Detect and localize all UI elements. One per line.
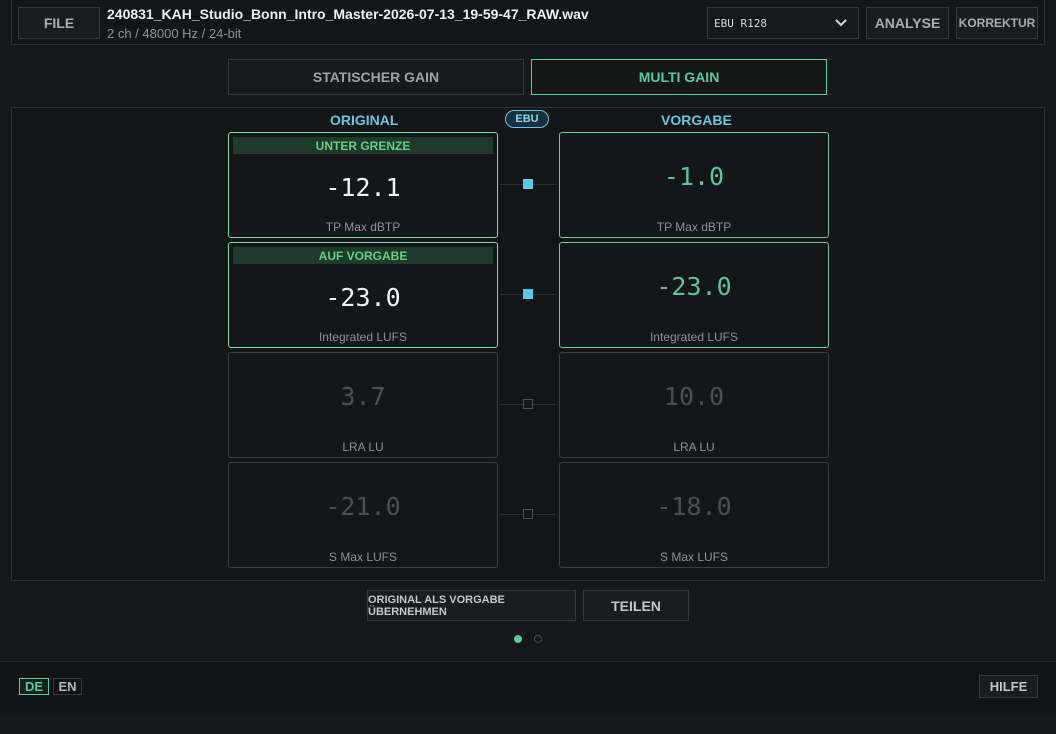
target-card-lra[interactable]: 10.0 LRA LU: [559, 352, 829, 458]
target-value[interactable]: -23.0: [656, 272, 732, 301]
original-card-lra[interactable]: 3.7 LRA LU: [228, 352, 498, 458]
link-toggle-integrated[interactable]: [523, 289, 533, 299]
original-value: -21.0: [325, 492, 401, 521]
metric-label: LRA LU: [673, 440, 715, 454]
original-value: -23.0: [325, 283, 401, 312]
original-value: -12.1: [325, 173, 401, 202]
chevron-down-icon: [835, 19, 847, 27]
tab-multi-gain[interactable]: MULTI GAIN: [531, 59, 827, 95]
share-button[interactable]: TEILEN: [583, 590, 689, 621]
analyse-button[interactable]: ANALYSE: [866, 7, 949, 39]
target-value[interactable]: -1.0: [663, 162, 725, 191]
adopt-original-button[interactable]: ORIGINAL ALS VORGABE ÜBERNEHMEN: [367, 590, 576, 621]
original-card-tp-max[interactable]: UNTER GRENZE -12.1 TP Max dBTP: [228, 132, 498, 238]
target-column-heading: VORGABE: [661, 112, 732, 128]
metric-label: Integrated LUFS: [649, 330, 739, 344]
tab-statischer-gain[interactable]: STATISCHER GAIN: [228, 59, 524, 95]
target-value[interactable]: 10.0: [663, 382, 725, 411]
help-button[interactable]: HILFE: [979, 675, 1038, 698]
metric-label: Integrated LUFS: [318, 330, 408, 344]
preset-select[interactable]: EBU R128: [707, 7, 859, 39]
original-column-heading: ORIGINAL: [330, 112, 399, 128]
target-card-tp-max[interactable]: -1.0 TP Max dBTP: [559, 132, 829, 238]
status-badge: AUF VORGABE: [233, 247, 493, 264]
korrektur-button[interactable]: KORREKTUR: [956, 7, 1038, 39]
link-toggle-tp-max[interactable]: [523, 179, 533, 189]
file-info: 2 ch / 48000 Hz / 24-bit: [107, 26, 242, 41]
page-dot-2[interactable]: [534, 635, 542, 643]
language-de[interactable]: DE: [19, 678, 49, 695]
metric-label: S Max LUFS: [328, 550, 397, 564]
file-name: 240831_KAH_Studio_Bonn_Intro_Master-2026…: [107, 6, 589, 22]
standard-badge[interactable]: EBU: [505, 110, 549, 128]
footer-bar: [0, 661, 1056, 713]
metric-label: TP Max dBTP: [656, 220, 732, 234]
metric-label: LRA LU: [342, 440, 384, 454]
original-card-s-max[interactable]: -21.0 S Max LUFS: [228, 462, 498, 568]
metric-label: TP Max dBTP: [325, 220, 401, 234]
target-card-integrated[interactable]: -23.0 Integrated LUFS: [559, 242, 829, 348]
language-en[interactable]: EN: [53, 678, 82, 695]
page-dot-1[interactable]: [514, 635, 522, 643]
status-badge: UNTER GRENZE: [233, 137, 493, 154]
original-value: 3.7: [340, 382, 386, 411]
link-toggle-s-max[interactable]: [523, 509, 533, 519]
metric-label: S Max LUFS: [659, 550, 728, 564]
original-card-integrated[interactable]: AUF VORGABE -23.0 Integrated LUFS: [228, 242, 498, 348]
file-button[interactable]: FILE: [18, 7, 100, 39]
target-card-s-max[interactable]: -18.0 S Max LUFS: [559, 462, 829, 568]
link-toggle-lra[interactable]: [523, 399, 533, 409]
preset-select-value: EBU R128: [714, 16, 767, 30]
target-value[interactable]: -18.0: [656, 492, 732, 521]
